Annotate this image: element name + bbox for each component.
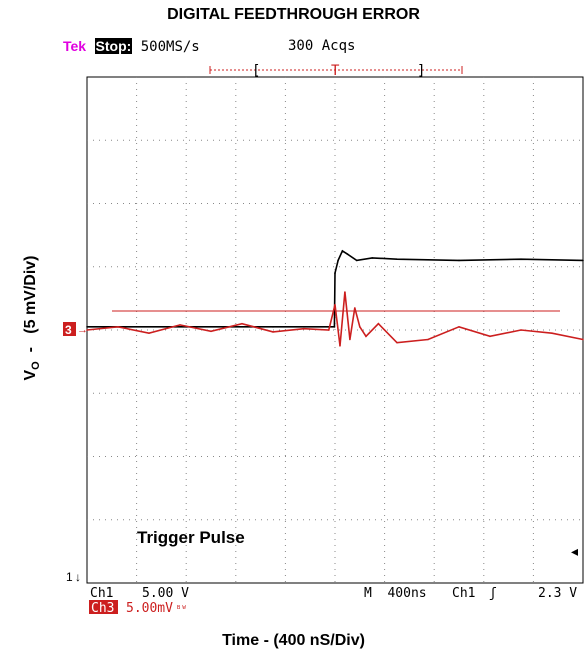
record-window-right-bracket: ] — [417, 63, 425, 79]
data-point-ch3 — [179, 324, 181, 326]
ch3-label: Ch3 — [91, 601, 114, 616]
data-point-ch3 — [272, 331, 274, 333]
data-point-ch3 — [339, 345, 341, 347]
data-point-ch1 — [458, 259, 460, 262]
timebase-readout: M 400ns — [364, 586, 427, 601]
ch1-ground-marker: 1 — [66, 570, 73, 584]
trigger-position-marker: T — [331, 63, 340, 79]
scope-brand: Tek — [63, 38, 87, 54]
ch3-marker-arrow: → — [77, 324, 88, 336]
ch3-ground-marker: 3 — [65, 323, 72, 337]
data-point-ch3 — [148, 332, 150, 334]
data-point-ch3 — [458, 326, 460, 328]
trigger-level-arrow: ◂ — [571, 543, 578, 559]
data-point-ch3 — [582, 338, 584, 341]
data-point-ch3 — [349, 338, 351, 341]
ch3-label-box — [89, 600, 118, 614]
trigger-level: 2.3 V — [538, 586, 577, 601]
series-ch1-line — [87, 249, 584, 328]
sample-rate: 500MS/s — [140, 39, 200, 55]
data-points — [86, 250, 584, 347]
ch3-ground-marker-box — [63, 322, 76, 336]
data-point-ch3 — [396, 341, 398, 344]
ch3-bandwidth-limit: ᴮᵂ — [176, 605, 187, 615]
data-point-ch3 — [117, 326, 119, 328]
trigger-source: Ch1 — [452, 586, 475, 601]
data-point-ch3 — [377, 322, 380, 325]
data-point-ch1 — [341, 250, 344, 252]
data-point-ch3 — [520, 329, 522, 331]
series-ch3-line — [86, 291, 584, 346]
data-point-ch3 — [328, 329, 330, 331]
data-point-ch3 — [365, 335, 367, 338]
data-point-ch1 — [272, 326, 274, 328]
data-point-ch3 — [354, 307, 356, 309]
ch1-label: Ch1 — [90, 586, 113, 601]
data-point-ch1 — [355, 259, 358, 262]
trigger-pulse-annotation: Trigger Pulse — [137, 528, 245, 547]
data-point-ch1 — [337, 259, 339, 262]
x-axis-label: Time - (400 nS/Div) — [222, 632, 365, 649]
data-point-ch1 — [86, 326, 88, 328]
data-point-ch3 — [334, 303, 336, 306]
ch1-marker-arrow: ↓ — [75, 570, 81, 584]
data-point-ch1 — [520, 258, 522, 260]
data-point-ch3 — [86, 329, 88, 331]
data-point-ch1 — [334, 272, 336, 274]
chart-title: DIGITAL FEEDTHROUGH ERROR — [167, 6, 420, 23]
data-point-ch3 — [210, 330, 212, 333]
data-point-ch3 — [359, 326, 361, 328]
data-point-ch3 — [303, 327, 305, 330]
trigger-slope: ʃ — [489, 586, 497, 601]
data-point-ch1 — [346, 253, 349, 255]
data-point-ch1 — [333, 326, 336, 328]
acquisition-state: Stop: — [94, 38, 133, 54]
data-point-ch1 — [582, 259, 584, 262]
record-window-left-bracket: [ — [252, 63, 260, 79]
ch3-scale: 5.00mV — [126, 601, 173, 616]
data-point-ch1 — [396, 258, 398, 260]
data-point-ch3 — [427, 338, 429, 341]
data-point-ch3 — [344, 291, 346, 293]
acquisition-count: 300 Acqs — [288, 38, 356, 54]
ch1-scale: 5.00 V — [142, 586, 189, 601]
scope-status-bar: Tek Stop: 500MS/s — [63, 38, 200, 55]
data-point-ch3 — [241, 322, 243, 325]
data-point-ch3 — [489, 335, 491, 338]
data-point-ch1 — [371, 257, 374, 259]
data-point-ch3 — [551, 332, 553, 334]
